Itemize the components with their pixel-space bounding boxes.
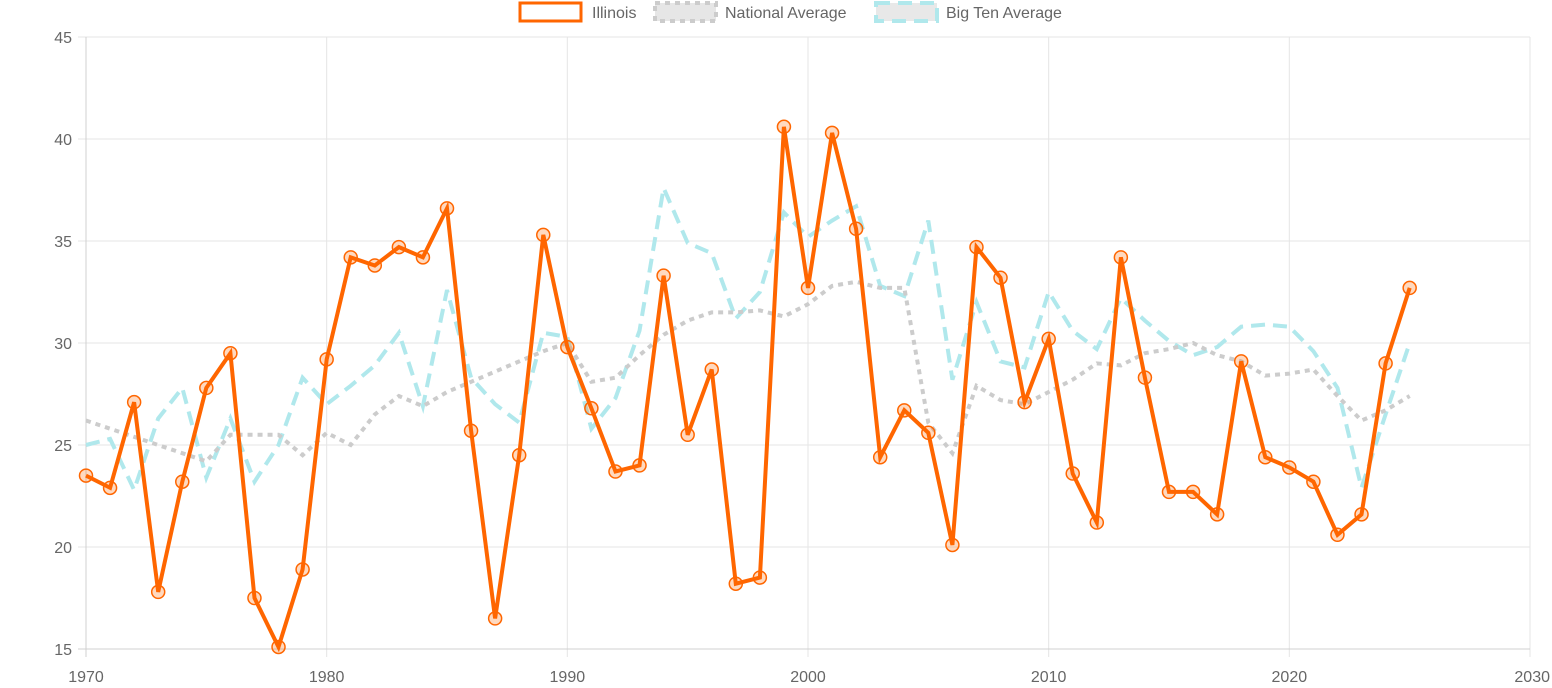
data-point xyxy=(1378,356,1393,371)
data-point xyxy=(584,401,599,416)
data-point xyxy=(439,201,455,216)
y-tick-label: 15 xyxy=(54,642,72,659)
series-line-big-ten-average xyxy=(85,181,1412,496)
data-point xyxy=(945,537,960,553)
data-point xyxy=(175,474,190,489)
grid-lines xyxy=(78,36,1531,657)
data-point xyxy=(1354,507,1369,522)
data-point xyxy=(463,423,479,438)
data-point xyxy=(1330,527,1345,543)
legend-swatch xyxy=(518,1,583,23)
x-tick-label: 2030 xyxy=(1514,669,1550,686)
y-tick-label: 25 xyxy=(54,438,72,455)
data-point xyxy=(1089,515,1105,530)
x-tick-label: 2010 xyxy=(1031,669,1067,686)
x-tick-label: 2020 xyxy=(1272,669,1308,686)
data-point xyxy=(199,380,214,396)
data-point xyxy=(872,449,888,465)
legend-item-big-ten-average: Big Ten Average xyxy=(874,1,1062,23)
y-tick-label: 45 xyxy=(54,30,72,47)
legend-item-national-average: National Average xyxy=(653,1,847,23)
data-point xyxy=(1041,331,1056,347)
data-point xyxy=(800,280,816,296)
data-point xyxy=(1017,394,1032,410)
data-point xyxy=(993,270,1008,285)
data-point xyxy=(897,403,912,418)
y-tick-label: 20 xyxy=(54,540,72,557)
data-point xyxy=(752,570,768,585)
data-point xyxy=(511,447,527,463)
data-point xyxy=(560,339,575,355)
data-point xyxy=(1258,449,1273,465)
data-point xyxy=(656,268,671,283)
data-point xyxy=(1402,280,1417,296)
legend-swatch xyxy=(653,1,718,23)
series-layer xyxy=(78,119,1417,655)
data-point xyxy=(1233,354,1249,369)
x-tick-label: 1990 xyxy=(550,669,586,686)
data-point xyxy=(1185,484,1201,500)
x-tick-label: 1970 xyxy=(68,669,104,686)
data-point xyxy=(367,258,383,273)
data-point xyxy=(391,239,407,255)
data-point xyxy=(848,221,864,237)
series-national-average xyxy=(85,279,1411,464)
x-tick-label: 1980 xyxy=(309,669,345,686)
data-point xyxy=(921,425,936,441)
data-point xyxy=(608,464,623,479)
data-point xyxy=(1113,250,1129,265)
legend-swatch xyxy=(874,1,939,23)
data-point xyxy=(680,427,695,443)
data-point xyxy=(632,458,647,473)
data-point xyxy=(1282,460,1297,475)
legend-item-illinois: Illinois xyxy=(518,1,636,23)
data-point xyxy=(776,119,792,135)
data-point xyxy=(223,345,238,361)
x-tick-label: 2000 xyxy=(790,669,826,686)
data-point xyxy=(150,584,166,600)
y-tick-label: 35 xyxy=(54,234,72,251)
data-point xyxy=(78,468,94,483)
y-tick-label: 30 xyxy=(54,336,72,353)
data-point xyxy=(728,576,744,591)
data-point xyxy=(536,227,551,243)
data-point xyxy=(1161,484,1177,500)
data-point xyxy=(271,639,286,655)
legend-label: Illinois xyxy=(592,5,636,22)
data-point xyxy=(126,394,142,410)
data-point xyxy=(295,562,310,577)
data-point xyxy=(343,250,358,265)
y-tick-label: 40 xyxy=(54,132,72,149)
data-point xyxy=(1065,466,1080,481)
series-illinois xyxy=(78,119,1417,655)
legend: Illinois National Average Big Ten Average xyxy=(518,1,1062,23)
data-point xyxy=(824,125,840,141)
data-point xyxy=(102,480,118,496)
axes: 15 20 25 30 35 40 45 1970 1980 1990 2000 2010 2020 20… xyxy=(54,30,1550,686)
data-point xyxy=(969,239,984,255)
legend-label: National Average xyxy=(725,5,847,22)
series-line-illinois xyxy=(85,126,1412,653)
legend-label: Big Ten Average xyxy=(946,5,1062,22)
data-point xyxy=(1209,507,1225,522)
series-big-ten-average xyxy=(85,181,1412,496)
data-point xyxy=(1306,474,1321,489)
data-point xyxy=(487,611,503,626)
data-point xyxy=(247,590,262,606)
data-point xyxy=(1137,370,1153,385)
data-point xyxy=(319,352,334,367)
series-line-national-average xyxy=(85,279,1411,464)
data-point xyxy=(415,250,431,265)
data-point xyxy=(704,362,719,377)
